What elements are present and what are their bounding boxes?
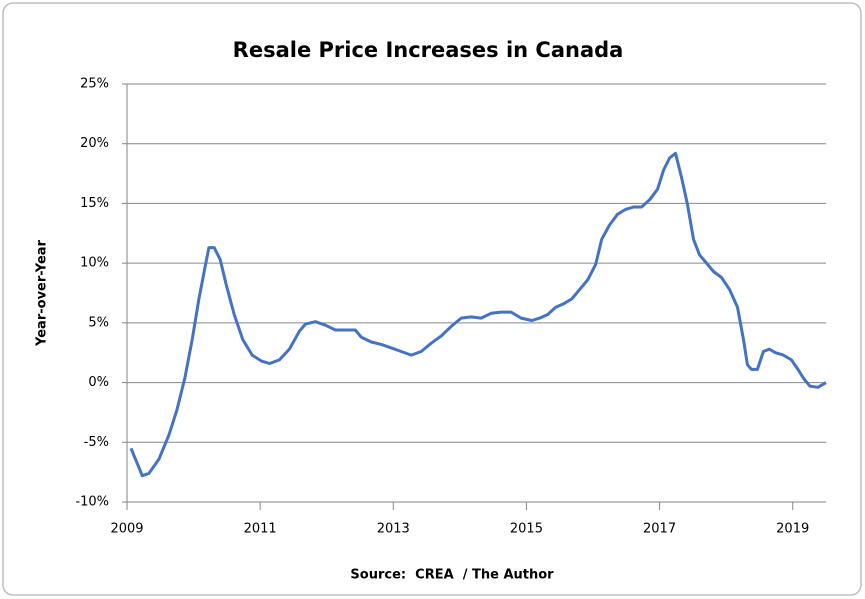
y-tick-label: 0% [88, 375, 109, 390]
data-line [129, 151, 827, 478]
x-tick-label: 2009 [110, 522, 143, 537]
y-tick-label: 10% [80, 256, 109, 271]
y-tick-label: 20% [80, 136, 109, 151]
y-tick-label: 5% [88, 315, 109, 330]
y-axis-label: Year-over-Year [35, 239, 50, 347]
source-note: Source: CREA / The Author [350, 568, 554, 583]
y-tick-label: -10% [75, 495, 109, 510]
y-tick-label: -5% [84, 435, 109, 450]
x-tick-label: 2017 [643, 522, 676, 537]
chart-title: Resale Price Increases in Canada [233, 38, 624, 62]
y-tick-label: 15% [80, 196, 109, 211]
x-tick-label: 2013 [377, 522, 410, 537]
y-tick-label: 25% [80, 77, 109, 92]
x-tick-label: 2019 [776, 522, 809, 537]
x-tick-label: 2011 [244, 522, 277, 537]
x-tick-label: 2015 [510, 522, 543, 537]
